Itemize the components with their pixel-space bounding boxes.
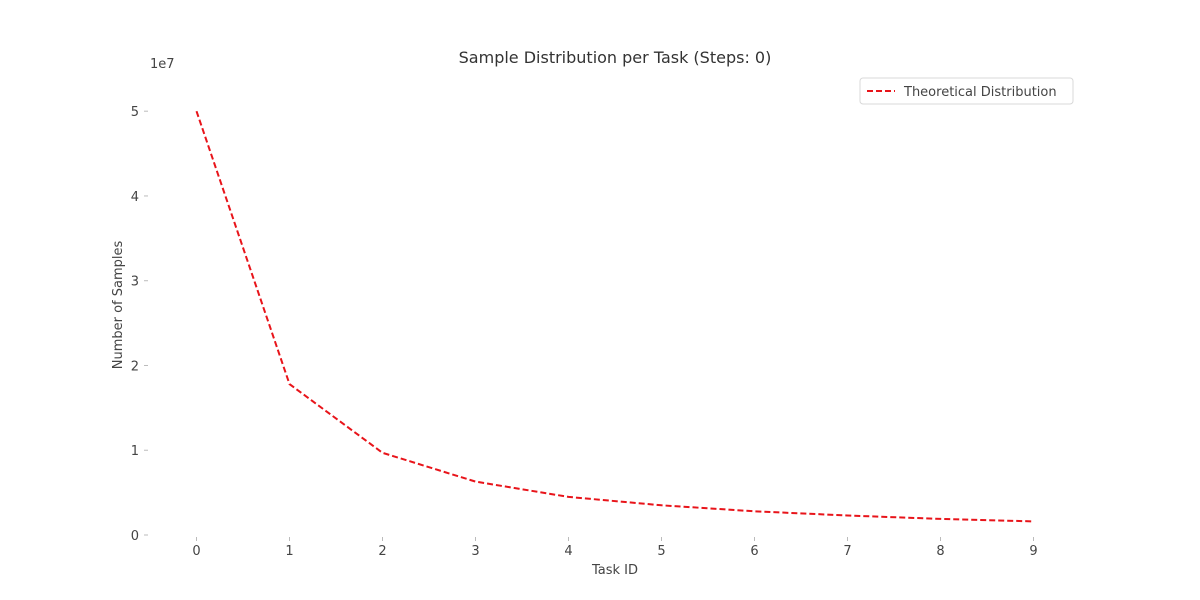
x-tick-label: 4 bbox=[564, 544, 572, 559]
y-axis-label: Number of Samples bbox=[111, 241, 126, 370]
x-tick-label: 7 bbox=[843, 544, 851, 559]
x-tick-label: 8 bbox=[936, 544, 944, 559]
y-tick-label: 4 bbox=[131, 190, 139, 205]
series-line bbox=[195, 110, 1034, 523]
x-tick-label: 1 bbox=[285, 544, 293, 559]
x-tick-label: 3 bbox=[471, 544, 479, 559]
chart-title: Sample Distribution per Task (Steps: 0) bbox=[459, 48, 772, 67]
x-tick-label: 6 bbox=[750, 544, 758, 559]
y-axis: 0 1 2 3 4 5 bbox=[131, 105, 148, 544]
y-tick-label: 0 bbox=[131, 529, 139, 544]
x-axis-label: Task ID bbox=[591, 563, 638, 578]
x-tick-label: 2 bbox=[378, 544, 386, 559]
legend: Theoretical Distribution bbox=[859, 77, 1074, 105]
plot-area bbox=[195, 110, 1034, 523]
y-tick-label: 3 bbox=[131, 275, 139, 290]
y-tick-label: 5 bbox=[131, 105, 139, 120]
y-tick-label: 1 bbox=[131, 444, 139, 459]
x-tick-label: 0 bbox=[192, 544, 200, 559]
y-tick-label: 2 bbox=[131, 359, 139, 374]
y-offset-label: 1e7 bbox=[150, 57, 175, 72]
x-tick-label: 9 bbox=[1029, 544, 1037, 559]
legend-box bbox=[859, 77, 1074, 105]
x-axis: 0 1 2 3 4 5 6 7 8 9 bbox=[192, 537, 1038, 559]
x-tick-label: 5 bbox=[657, 544, 665, 559]
legend-entry-label: Theoretical Distribution bbox=[903, 85, 1057, 100]
